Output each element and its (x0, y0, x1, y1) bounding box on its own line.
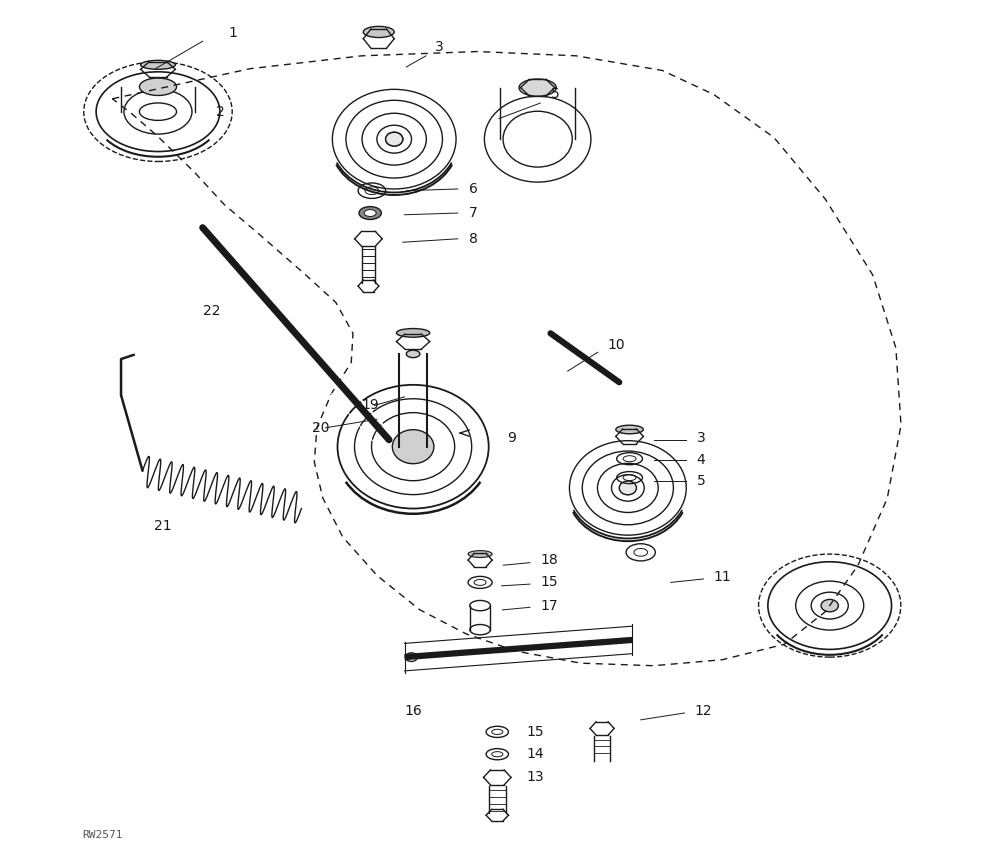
Ellipse shape (364, 210, 376, 216)
Text: 15: 15 (527, 725, 544, 739)
Text: 10: 10 (607, 338, 625, 352)
Text: 20: 20 (311, 421, 329, 435)
Ellipse shape (468, 551, 492, 557)
Text: 2: 2 (216, 105, 225, 119)
Ellipse shape (385, 132, 403, 146)
Ellipse shape (821, 600, 838, 612)
Ellipse shape (616, 425, 644, 434)
Text: 9: 9 (508, 431, 517, 445)
Ellipse shape (620, 481, 637, 495)
Text: 5: 5 (551, 88, 559, 101)
Text: 6: 6 (469, 182, 478, 196)
Text: 4: 4 (697, 453, 706, 466)
Text: 13: 13 (527, 771, 544, 784)
Text: 15: 15 (540, 576, 558, 589)
Text: 19: 19 (361, 399, 379, 412)
Text: 16: 16 (404, 704, 422, 718)
Text: 22: 22 (203, 304, 221, 318)
Text: 21: 21 (154, 519, 172, 533)
Text: 18: 18 (540, 553, 558, 567)
Text: 3: 3 (434, 40, 443, 54)
Ellipse shape (392, 430, 434, 464)
Ellipse shape (396, 328, 430, 338)
Ellipse shape (141, 60, 176, 70)
Text: 7: 7 (469, 206, 478, 220)
Ellipse shape (363, 27, 394, 38)
Text: 17: 17 (540, 599, 558, 612)
Ellipse shape (519, 79, 556, 96)
Text: RW2571: RW2571 (83, 830, 123, 839)
Text: 1: 1 (229, 26, 238, 40)
Text: 8: 8 (469, 232, 478, 246)
Ellipse shape (405, 653, 417, 661)
Ellipse shape (359, 207, 381, 220)
Text: 14: 14 (527, 747, 544, 761)
Text: 11: 11 (714, 570, 732, 584)
Text: 5: 5 (697, 474, 706, 488)
Text: 3: 3 (697, 431, 706, 445)
Ellipse shape (140, 78, 177, 95)
Ellipse shape (406, 350, 420, 357)
Text: 12: 12 (695, 704, 713, 718)
